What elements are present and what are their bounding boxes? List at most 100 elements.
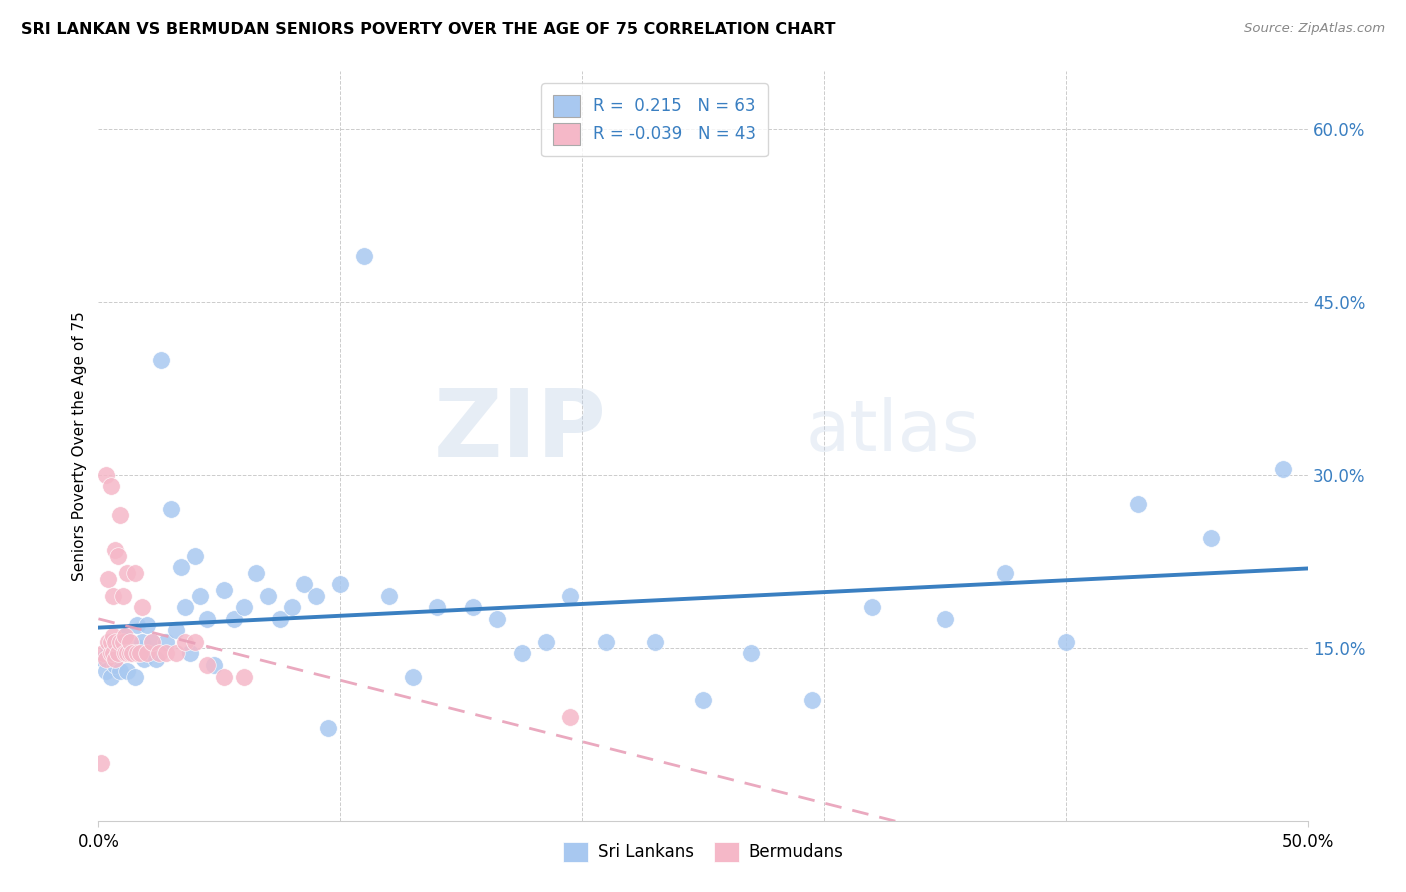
Point	[169, 560, 191, 574]
Point	[329, 577, 352, 591]
Text: atlas: atlas	[806, 397, 980, 466]
Point	[1272, 462, 1295, 476]
Point	[107, 647, 129, 661]
Point	[100, 479, 122, 493]
Point	[124, 669, 146, 683]
Point	[740, 647, 762, 661]
Point	[135, 617, 157, 632]
Point	[104, 652, 127, 666]
Point	[114, 629, 136, 643]
Point	[114, 629, 136, 643]
Point	[111, 589, 134, 603]
Point	[141, 635, 163, 649]
Point	[97, 635, 120, 649]
Point	[91, 652, 114, 666]
Point	[91, 647, 114, 661]
Point	[316, 722, 339, 736]
Point	[463, 600, 485, 615]
Point	[426, 600, 449, 615]
Point	[111, 635, 134, 649]
Point	[94, 467, 117, 482]
Point	[281, 600, 304, 615]
Point	[184, 549, 207, 563]
Point	[692, 692, 714, 706]
Point	[97, 572, 120, 586]
Point	[195, 612, 218, 626]
Point	[510, 647, 533, 661]
Point	[188, 589, 211, 603]
Y-axis label: Seniors Poverty Over the Age of 75: Seniors Poverty Over the Age of 75	[72, 311, 87, 581]
Point	[101, 629, 124, 643]
Point	[1054, 635, 1077, 649]
Point	[145, 652, 167, 666]
Point	[305, 589, 328, 603]
Point	[128, 640, 150, 655]
Point	[204, 658, 226, 673]
Point	[100, 647, 122, 661]
Point	[377, 589, 399, 603]
Point	[97, 647, 120, 661]
Point	[245, 566, 267, 580]
Point	[269, 612, 291, 626]
Point	[121, 647, 143, 661]
Point	[94, 664, 117, 678]
Point	[994, 566, 1017, 580]
Point	[165, 647, 187, 661]
Text: Source: ZipAtlas.com: Source: ZipAtlas.com	[1244, 22, 1385, 36]
Point	[90, 756, 112, 770]
Point	[150, 352, 173, 367]
Point	[94, 652, 117, 666]
Point	[104, 658, 127, 673]
Point	[148, 647, 170, 661]
Point	[134, 652, 156, 666]
Point	[174, 600, 197, 615]
Point	[232, 669, 254, 683]
Point	[104, 635, 127, 649]
Point	[117, 647, 139, 661]
Point	[118, 635, 141, 649]
Point	[127, 617, 149, 632]
Point	[111, 647, 134, 661]
Text: ZIP: ZIP	[433, 385, 606, 477]
Point	[165, 624, 187, 638]
Point	[558, 589, 581, 603]
Point	[860, 600, 883, 615]
Point	[135, 647, 157, 661]
Point	[174, 635, 197, 649]
Point	[100, 635, 122, 649]
Point	[117, 566, 139, 580]
Point	[179, 647, 201, 661]
Point	[118, 640, 141, 655]
Point	[534, 635, 557, 649]
Point	[127, 647, 149, 661]
Text: SRI LANKAN VS BERMUDAN SENIORS POVERTY OVER THE AGE OF 75 CORRELATION CHART: SRI LANKAN VS BERMUDAN SENIORS POVERTY O…	[21, 22, 835, 37]
Point	[212, 669, 235, 683]
Point	[131, 600, 153, 615]
Point	[101, 589, 124, 603]
Point	[155, 647, 177, 661]
Point	[800, 692, 823, 706]
Point	[595, 635, 617, 649]
Point	[486, 612, 509, 626]
Point	[107, 635, 129, 649]
Legend: Sri Lankans, Bermudans: Sri Lankans, Bermudans	[555, 835, 851, 869]
Point	[232, 600, 254, 615]
Point	[101, 647, 124, 661]
Point	[160, 502, 183, 516]
Point	[353, 249, 375, 263]
Point	[101, 640, 124, 655]
Point	[118, 647, 141, 661]
Point	[124, 566, 146, 580]
Point	[184, 635, 207, 649]
Point	[934, 612, 956, 626]
Point	[108, 635, 131, 649]
Point	[644, 635, 666, 649]
Point	[402, 669, 425, 683]
Point	[108, 664, 131, 678]
Point	[100, 669, 122, 683]
Point	[558, 710, 581, 724]
Point	[128, 647, 150, 661]
Point	[131, 635, 153, 649]
Point	[195, 658, 218, 673]
Point	[1199, 531, 1222, 545]
